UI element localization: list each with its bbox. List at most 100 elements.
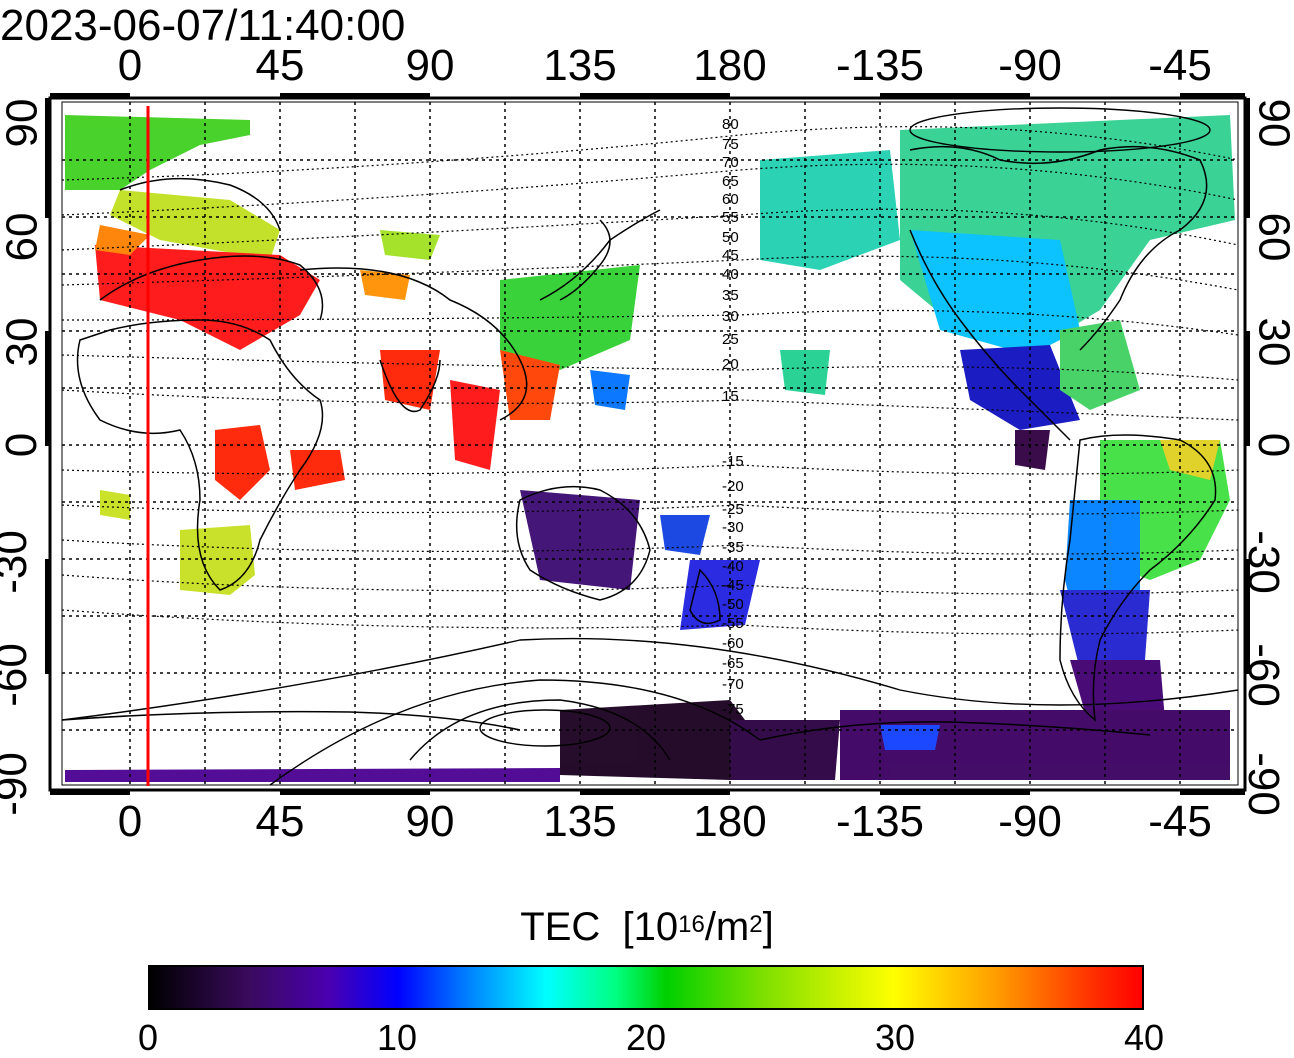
bottom-lon-label: 180 — [693, 797, 767, 846]
tec-patch-alaska — [760, 150, 900, 270]
tec-patch-antarctic-strip — [65, 768, 560, 782]
colorbar-label: 10 — [376, 1017, 418, 1058]
contour-label: 75 — [722, 136, 739, 153]
tec-patch-europe-south — [95, 245, 320, 350]
magnetic-contours — [61, 126, 1239, 635]
top-lon-label: 180 — [693, 41, 767, 90]
colorbar-unit-end: ] — [762, 905, 774, 949]
contour-label: 70 — [722, 154, 739, 171]
contour-label: 80 — [722, 116, 739, 133]
contour-label: -45 — [722, 577, 744, 594]
colorbar-unit-base: [10 — [622, 905, 679, 949]
contour-label: -55 — [722, 615, 744, 632]
right-lat-label: -30 — [1238, 530, 1288, 594]
bottom-lon-label: -45 — [1148, 797, 1212, 846]
colorbar-title: TEC [1016/m2] — [0, 903, 1294, 951]
contour-label: -70 — [722, 676, 744, 693]
contour-label: 20 — [722, 356, 739, 373]
right-lat-label: -90 — [1238, 752, 1288, 816]
tec-patch-coral-sea — [660, 515, 710, 555]
tec-patch-us — [910, 230, 1080, 355]
contour-label: 50 — [722, 229, 739, 246]
left-lat-label: 30 — [0, 317, 47, 367]
colorbar-label: 0 — [137, 1017, 159, 1058]
right-lat-label: 30 — [1249, 317, 1294, 367]
tec-patch-west-africa — [100, 490, 130, 520]
right-lat-label: 60 — [1249, 212, 1294, 262]
left-lat-label: -30 — [0, 530, 36, 594]
tec-patch-china-japan — [500, 265, 640, 370]
contour-label: 65 — [722, 173, 739, 190]
contour-label: -40 — [722, 558, 744, 575]
colorbar-label: 20 — [625, 1017, 667, 1058]
contour-label: -15 — [722, 453, 744, 470]
bottom-lon-label: 135 — [543, 797, 617, 846]
top-lon-label: -135 — [835, 41, 925, 90]
colorbar-label: 40 — [1123, 1017, 1165, 1058]
grid-lines — [62, 102, 1238, 785]
contour-label: -30 — [722, 519, 744, 536]
bottom-lon-label: 45 — [255, 797, 305, 846]
colorbar-label: 30 — [874, 1017, 916, 1058]
tec-patch-caribbean — [1060, 320, 1140, 410]
tec-patch-central-africa — [215, 425, 270, 500]
contour-label: -60 — [722, 635, 744, 652]
left-lat-label: 90 — [0, 98, 47, 148]
contour-label: 35 — [722, 287, 739, 304]
top-lon-label: -45 — [1148, 41, 1212, 90]
top-lon-label: 135 — [543, 41, 617, 90]
contour-label: 25 — [722, 331, 739, 348]
bottom-lon-label: 0 — [117, 797, 143, 846]
top-lon-label: 90 — [405, 41, 455, 90]
tec-patch-australia — [520, 490, 640, 590]
tec-patch-new-zealand — [680, 560, 760, 630]
left-lat-label: 0 — [0, 432, 47, 458]
colorbar — [148, 965, 1144, 1010]
tec-patch-philippines — [590, 370, 630, 410]
contour-label: -35 — [722, 539, 744, 556]
left-lat-label: -90 — [0, 752, 36, 816]
top-lon-label: 0 — [117, 41, 143, 90]
contour-label: -50 — [722, 596, 744, 613]
tec-patch-east-africa — [290, 450, 345, 490]
contour-label: 15 — [722, 388, 739, 405]
contour-label: -75 — [722, 701, 744, 718]
left-lat-label: 60 — [0, 212, 47, 262]
colorbar-unit-exp: 16 — [678, 911, 705, 938]
tec-patch-hawaii — [780, 350, 830, 395]
tec-patch-northeurope — [65, 115, 250, 190]
tec-patch-antarctic-east — [730, 720, 840, 780]
top-lon-label: -90 — [998, 41, 1062, 90]
contour-label: 40 — [722, 266, 739, 283]
tec-patch-antarctic-blue — [880, 725, 940, 750]
tec-patch-europe-mid — [110, 190, 280, 260]
axis-bars — [45, 93, 1250, 795]
contour-label: -20 — [722, 478, 744, 495]
bottom-lon-label: -90 — [998, 797, 1062, 846]
bottom-lon-label: 90 — [405, 797, 455, 846]
contour-label: -65 — [722, 655, 744, 672]
colorbar-title-text: TEC — [520, 905, 601, 949]
contour-label: 55 — [722, 209, 739, 226]
tec-patch-mexico — [960, 345, 1080, 430]
right-lat-label: 0 — [1249, 432, 1294, 458]
tec-patches — [65, 115, 1235, 782]
right-lat-label: 90 — [1249, 98, 1294, 148]
tec-patch-eastpacific — [1015, 430, 1050, 470]
magnetic-contours-solid — [61, 107, 1239, 786]
right-lat-label: -60 — [1238, 643, 1288, 707]
contour-label: 30 — [722, 308, 739, 325]
tec-patch-south-china — [500, 350, 560, 420]
contour-label: 45 — [722, 247, 739, 264]
colorbar-unit-mid: /m — [704, 905, 750, 949]
bottom-lon-label: -135 — [835, 797, 925, 846]
contour-label: -25 — [722, 501, 744, 518]
colorbar-unit-exp2: 2 — [749, 911, 763, 938]
tec-patch-india — [380, 350, 440, 410]
contour-label: 60 — [722, 191, 739, 208]
map-inner-frame — [61, 101, 1239, 786]
tec-patch-iran — [360, 270, 410, 300]
tec-patch-southeast-asia — [450, 380, 500, 470]
tec-patch-antarctic-dark — [560, 700, 760, 780]
